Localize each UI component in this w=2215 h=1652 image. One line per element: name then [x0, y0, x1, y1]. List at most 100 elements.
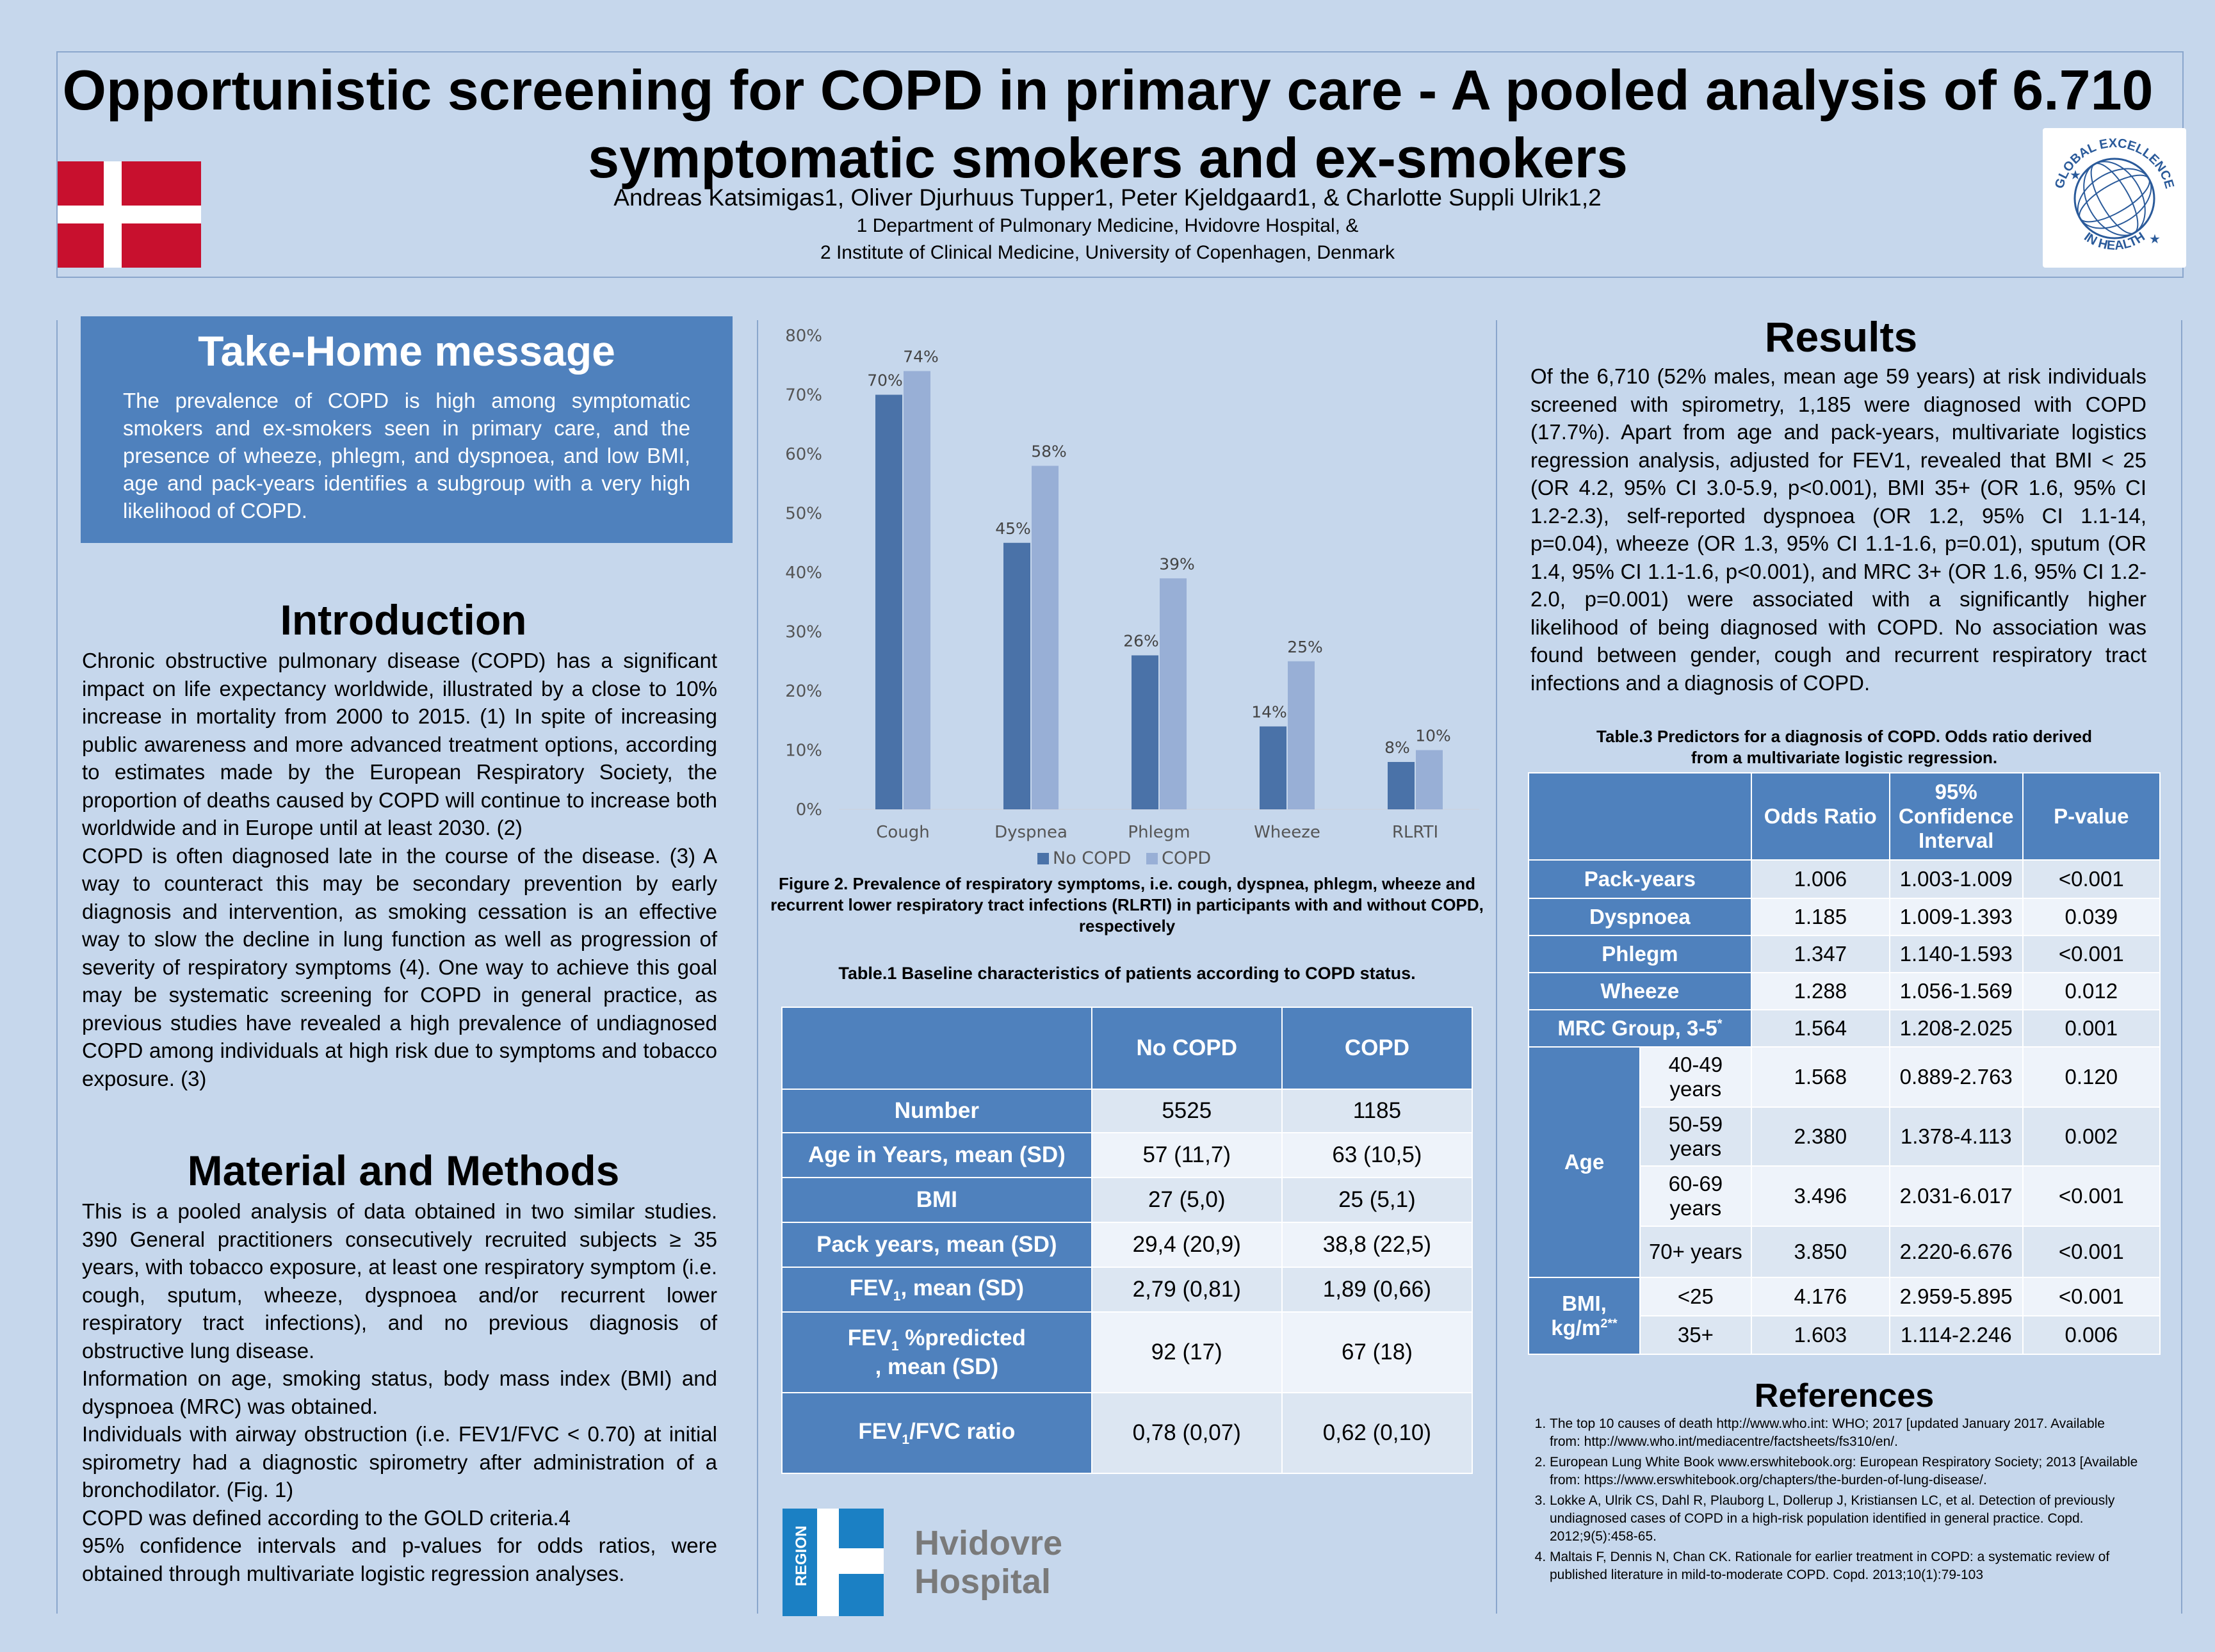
data-label: 39% [1159, 555, 1195, 573]
results-text: Of the 6,710 (52% males, mean age 59 yea… [1530, 364, 2146, 695]
table-3-sublabel: 50-59 years [1639, 1106, 1752, 1167]
table-3-sublabel: 40-49 years [1639, 1046, 1752, 1108]
reference-item: Maltais F, Dennis N, Chan CK. Rationale … [1550, 1548, 2139, 1584]
x-tick-label: RLRTI [1392, 823, 1438, 842]
table-3-row-label: MRC Group, 3-5* [1528, 1009, 1752, 1048]
take-home-text: The prevalence of COPD is high among sym… [123, 389, 690, 522]
figure-2-caption: Figure 2. Prevalence of respiratory symp… [770, 874, 1484, 935]
bar-copd [1416, 750, 1443, 809]
region-text: REGION [793, 1525, 810, 1587]
table-3-header-ci: 95% Confidence Interval [1888, 772, 2024, 861]
x-tick-label: Dyspnea [994, 823, 1067, 842]
table-1-caption: Table.1 Baseline characteristics of pati… [838, 964, 1416, 983]
methods-paragraph-4: COPD was defined according to the GOLD c… [82, 1505, 571, 1530]
data-label: 26% [1123, 632, 1159, 651]
table-1-row-label: FEV1 %predicted, mean (SD) [781, 1311, 1092, 1393]
table-3-row-label: Pack-years [1528, 859, 1752, 899]
middle-divider-left [757, 320, 758, 1614]
legend-swatch [1146, 853, 1158, 864]
table-1-cell: 1,89 (0,66) [1281, 1267, 1473, 1313]
legend-label: COPD [1162, 848, 1211, 868]
table-3-row-label: Dyspnoea [1528, 898, 1752, 936]
methods-heading: Material and Methods [187, 1147, 620, 1194]
table-3-caption: Table.3 Predictors for a diagnosis of CO… [1596, 727, 2092, 767]
table-1-cell: 38,8 (22,5) [1281, 1222, 1473, 1268]
table-3-cell: 0.001 [2022, 1009, 2161, 1048]
table-3-sublabel: <25 [1639, 1277, 1752, 1316]
table-3-cell: 1.564 [1750, 1009, 1890, 1048]
table-3-cell: 1.208-2.025 [1888, 1009, 2024, 1048]
table-1-row-label: FEV1/FVC ratio [781, 1392, 1092, 1474]
bar-copd [1032, 466, 1059, 809]
table-3-cell: 1.185 [1750, 898, 1890, 936]
table-3-cell: 1.347 [1750, 935, 1890, 973]
bar-no-copd [1388, 762, 1415, 809]
table-3-cell: 2.380 [1750, 1106, 1890, 1167]
data-label: 10% [1415, 727, 1451, 745]
table-3-cell: 1.056-1.569 [1888, 972, 2024, 1010]
global-excellence-logo: GLOBAL EXCELLENCE IN HEALTH ★ ★ [2043, 128, 2186, 268]
table-1-cell: 92 (17) [1091, 1311, 1283, 1393]
middle-divider-right [1496, 320, 1497, 1614]
table-3-bmi-label: BMI, kg/m2** [1527, 1277, 1641, 1355]
methods-paragraph-1: This is a pooled analysis of data obtain… [82, 1199, 717, 1363]
danish-flag [58, 161, 201, 268]
data-label: 45% [995, 519, 1031, 538]
results-heading: Results [1764, 313, 1918, 360]
take-home-heading: Take-Home message [198, 327, 615, 375]
introduction-heading: Introduction [280, 596, 527, 644]
table-3-cell: 3.496 [1750, 1165, 1890, 1227]
data-label: 8% [1384, 738, 1410, 757]
table-1-cell: 0,78 (0,07) [1091, 1392, 1283, 1474]
hospital-name: Hvidovre Hospital [914, 1524, 1063, 1601]
table-1-cell: 63 (10,5) [1281, 1132, 1473, 1178]
methods-paragraph-5: 95% confidence intervals and p-values fo… [82, 1534, 717, 1585]
y-tick-label: 0% [796, 800, 822, 820]
authors: Andreas Katsimigas1, Oliver Djurhuus Tup… [613, 184, 1602, 211]
reference-item: European Lung White Book www.erswhiteboo… [1550, 1454, 2139, 1489]
table-3-cell: 3.850 [1750, 1226, 1890, 1278]
x-tick-label: Wheeze [1254, 823, 1320, 842]
table-3-cell: 1.378-4.113 [1888, 1106, 2024, 1167]
y-tick-label: 70% [785, 386, 822, 405]
table-3-cell: 1.114-2.246 [1888, 1315, 2024, 1355]
table-3-header-odds-ratio: Odds Ratio [1750, 772, 1890, 861]
table-1-row-label: FEV1, mean (SD) [781, 1267, 1092, 1313]
table-3-sublabel: 35+ [1639, 1315, 1752, 1355]
table-1-cell: 0,62 (0,10) [1281, 1392, 1473, 1474]
table-3-cell: <0.001 [2022, 1277, 2161, 1316]
data-label: 70% [867, 371, 903, 390]
table-1-row-label: Pack years, mean (SD) [781, 1222, 1092, 1268]
data-label: 14% [1251, 703, 1287, 722]
bar-copd [904, 371, 930, 809]
table-3-cell: 1.603 [1750, 1315, 1890, 1355]
bar-no-copd [1132, 655, 1158, 809]
data-label: 25% [1287, 638, 1323, 656]
references-heading: References [1754, 1377, 1935, 1414]
table-3-sublabel: 70+ years [1639, 1226, 1752, 1278]
table-3-cell: 1.288 [1750, 972, 1890, 1010]
table-3-header-p-value: P-value [2022, 772, 2161, 861]
table-1-row-label: BMI [781, 1177, 1092, 1223]
table-3-cell: 2.031-6.017 [1888, 1165, 2024, 1227]
symptom-prevalence-chart: 0%10%20%30%40%50%60%70%80%70%74%Cough45%… [785, 327, 1479, 868]
table-1-cell: 2,79 (0,81) [1091, 1267, 1283, 1313]
y-tick-label: 80% [785, 327, 822, 346]
y-tick-label: 60% [785, 445, 822, 464]
x-tick-label: Cough [876, 823, 930, 842]
affiliation-1: 1 Department of Pulmonary Medicine, Hvid… [856, 215, 1359, 236]
introduction-body: Chronic obstructive pulmonary disease (C… [82, 647, 717, 1092]
table-3-cell: <0.001 [2022, 1226, 2161, 1278]
reference-item: The top 10 causes of death http://www.wh… [1550, 1415, 2139, 1451]
table-3-cell: 0.012 [2022, 972, 2161, 1010]
table-3-cell: 2.959-5.895 [1888, 1277, 2024, 1316]
right-column-frame [2181, 320, 2182, 1614]
svg-text:★: ★ [2070, 168, 2081, 182]
table-3-age-label: Age [1527, 1046, 1641, 1278]
baseline-characteristics-table: No COPD COPD Number 5525 1185 Age in Yea… [781, 1007, 1473, 1474]
table-3-cell: 1.140-1.593 [1888, 935, 2024, 973]
table-1-corner [781, 1007, 1092, 1090]
methods-paragraph-2: Information on age, smoking status, body… [82, 1366, 717, 1418]
table-3-cell: 1.003-1.009 [1888, 859, 2024, 899]
region-logo: REGION [783, 1509, 884, 1616]
